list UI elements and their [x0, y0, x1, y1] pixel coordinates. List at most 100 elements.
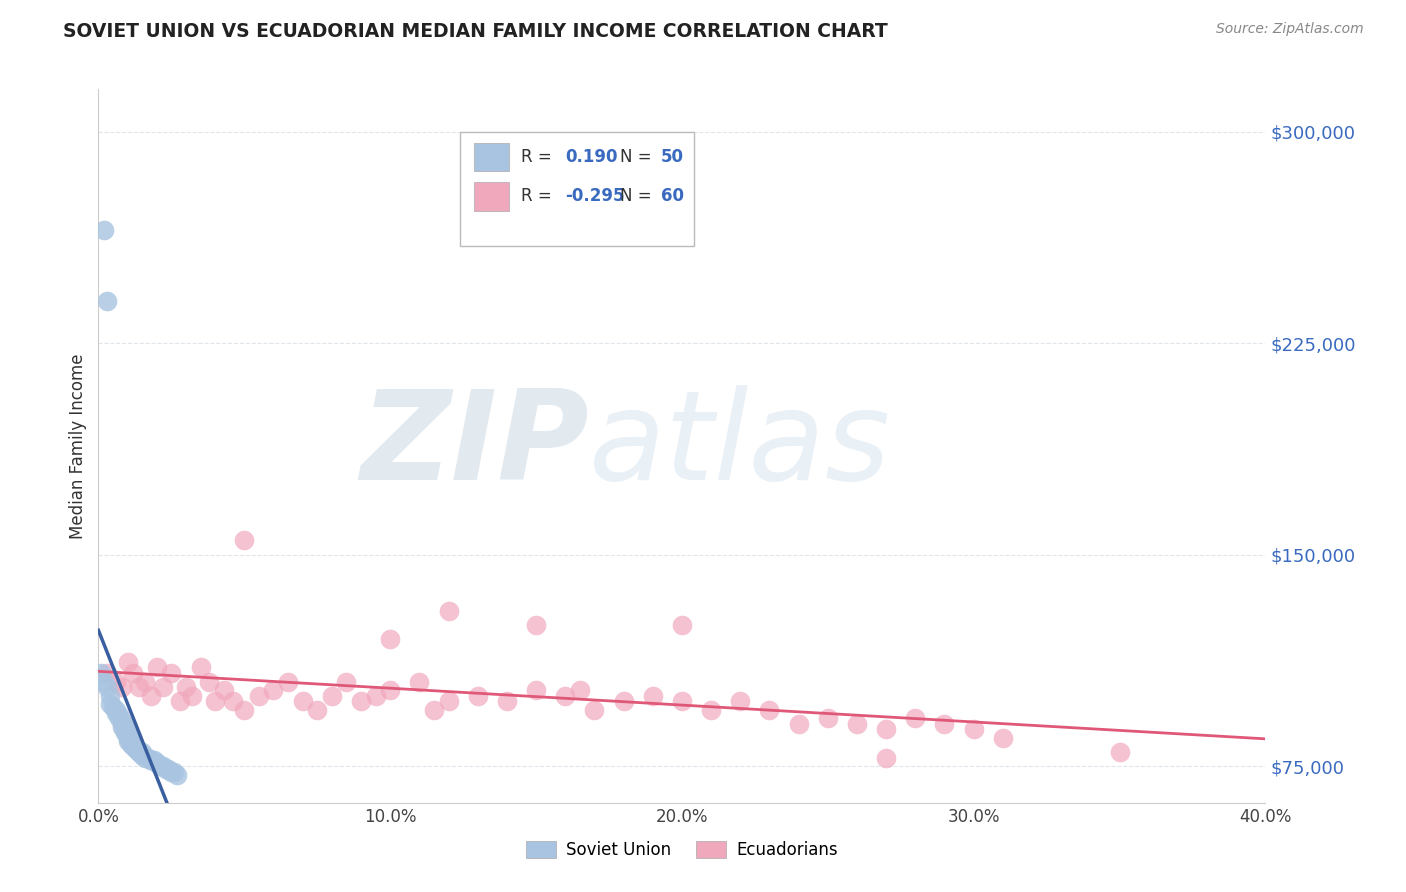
- Point: [139, 754, 162, 768]
- Point: [146, 756, 169, 771]
- Point: [93, 223, 115, 237]
- Point: [423, 703, 446, 717]
- Point: [350, 694, 373, 708]
- Point: [114, 720, 136, 734]
- Point: [875, 723, 897, 737]
- Point: [190, 660, 212, 674]
- Bar: [460, 132, 693, 246]
- Point: [262, 683, 284, 698]
- Point: [142, 754, 165, 768]
- Point: [157, 762, 180, 776]
- Point: [408, 674, 430, 689]
- Point: [93, 674, 115, 689]
- Point: [524, 683, 547, 698]
- Text: N =: N =: [620, 187, 657, 205]
- Point: [117, 655, 139, 669]
- Point: [212, 683, 235, 698]
- Point: [146, 756, 169, 771]
- Point: [671, 618, 693, 632]
- Point: [180, 689, 202, 703]
- Point: [204, 694, 226, 708]
- Text: R =: R =: [520, 148, 557, 166]
- Point: [700, 703, 723, 717]
- Point: [221, 694, 243, 708]
- Point: [134, 750, 156, 764]
- Point: [846, 716, 869, 731]
- Point: [174, 680, 197, 694]
- Point: [128, 680, 150, 694]
- Point: [122, 739, 145, 754]
- Text: 0.190: 0.190: [565, 148, 617, 166]
- Point: [160, 764, 183, 779]
- Point: [758, 703, 780, 717]
- Point: [122, 666, 145, 681]
- Text: -0.295: -0.295: [565, 187, 624, 205]
- Point: [111, 714, 134, 728]
- Point: [583, 703, 606, 717]
- Point: [198, 674, 221, 689]
- Text: N =: N =: [620, 148, 657, 166]
- Text: R =: R =: [520, 187, 557, 205]
- Point: [817, 711, 839, 725]
- Point: [114, 723, 136, 737]
- Point: [117, 731, 139, 745]
- Point: [163, 764, 186, 779]
- Point: [111, 720, 134, 734]
- Point: [96, 666, 118, 681]
- Bar: [474, 182, 509, 211]
- Point: [117, 731, 139, 745]
- Point: [152, 680, 174, 694]
- Point: [166, 767, 188, 781]
- Point: [247, 689, 270, 703]
- Point: [524, 618, 547, 632]
- Point: [146, 660, 169, 674]
- Point: [787, 716, 810, 731]
- Point: [136, 750, 159, 764]
- Point: [111, 680, 134, 694]
- Point: [169, 694, 191, 708]
- Point: [671, 694, 693, 708]
- Point: [131, 747, 153, 762]
- Point: [437, 604, 460, 618]
- Point: [114, 725, 136, 739]
- Point: [98, 689, 121, 703]
- Point: [155, 762, 177, 776]
- Text: atlas: atlas: [589, 385, 890, 507]
- Point: [554, 689, 576, 703]
- Point: [122, 739, 145, 754]
- Point: [991, 731, 1014, 745]
- Point: [233, 533, 256, 548]
- Point: [641, 689, 664, 703]
- Point: [111, 716, 134, 731]
- Point: [131, 747, 153, 762]
- Point: [90, 666, 112, 681]
- Point: [125, 742, 148, 756]
- Point: [496, 694, 519, 708]
- Point: [120, 733, 142, 747]
- Point: [117, 728, 139, 742]
- Point: [98, 697, 121, 711]
- Point: [291, 694, 314, 708]
- Point: [904, 711, 927, 725]
- Point: [114, 725, 136, 739]
- Point: [437, 694, 460, 708]
- Point: [128, 745, 150, 759]
- Point: [128, 745, 150, 759]
- Point: [307, 703, 329, 717]
- Point: [962, 723, 984, 737]
- Point: [612, 694, 634, 708]
- Point: [875, 750, 897, 764]
- Point: [364, 689, 387, 703]
- Point: [96, 293, 118, 308]
- Point: [108, 711, 131, 725]
- Point: [149, 759, 172, 773]
- Point: [335, 674, 357, 689]
- Text: 60: 60: [661, 187, 683, 205]
- Point: [380, 632, 402, 647]
- Text: 50: 50: [661, 148, 683, 166]
- Legend: Soviet Union, Ecuadorians: Soviet Union, Ecuadorians: [519, 834, 845, 866]
- Point: [160, 666, 183, 681]
- Y-axis label: Median Family Income: Median Family Income: [69, 353, 87, 539]
- Point: [96, 680, 118, 694]
- Point: [934, 716, 956, 731]
